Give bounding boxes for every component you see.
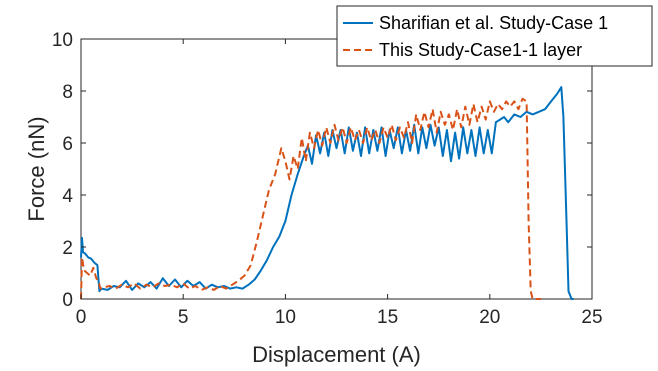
y-axis-label: Force (nN) — [24, 116, 49, 221]
x-tick-label: 0 — [76, 307, 87, 328]
y-tick-label: 8 — [62, 82, 73, 103]
y-axis-ticks: 0 2 4 6 8 10 — [52, 30, 592, 311]
x-axis-label: Displacement (A) — [252, 342, 421, 367]
y-tick-label: 6 — [62, 134, 73, 155]
legend: Sharifian et al. Study-Case 1 This Study… — [336, 5, 653, 67]
axes-frame — [80, 38, 593, 300]
y-tick-label: 4 — [62, 186, 73, 207]
legend-box — [336, 5, 653, 67]
x-tick-label: 10 — [275, 307, 296, 328]
x-axis-ticks: 0 5 10 15 20 25 — [76, 39, 603, 328]
x-tick-label: 20 — [479, 307, 500, 328]
y-tick-label: 0 — [62, 290, 73, 311]
legend-entry-series-0: Sharifian et al. Study-Case 1 — [379, 13, 608, 33]
series-lines — [80, 86, 574, 300]
x-tick-label: 15 — [377, 307, 398, 328]
y-tick-label: 2 — [62, 238, 73, 259]
series-line-1 — [80, 97, 541, 300]
x-tick-label: 25 — [581, 307, 602, 328]
y-tick-label: 10 — [52, 30, 73, 51]
plot-area: 0 5 10 15 20 25 0 2 4 6 8 10 — [52, 30, 603, 328]
legend-entry-series-1: This Study-Case1-1 layer — [379, 40, 582, 60]
x-tick-label: 5 — [178, 307, 189, 328]
